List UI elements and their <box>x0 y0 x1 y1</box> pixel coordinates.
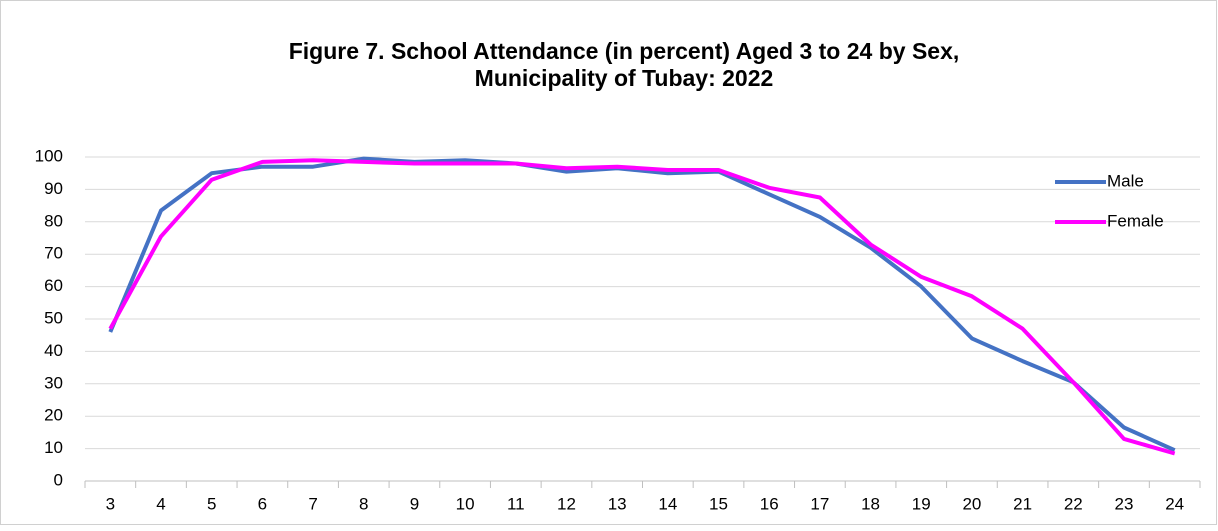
x-tick-label: 23 <box>1115 494 1134 513</box>
x-tick-label: 19 <box>912 494 931 513</box>
series-line <box>108 156 1176 453</box>
x-tick-label: 18 <box>861 494 880 513</box>
y-tick-label: 10 <box>44 438 63 457</box>
x-tick-label: 6 <box>258 494 267 513</box>
x-tick-label: 3 <box>106 494 115 513</box>
x-tick-label: 24 <box>1165 494 1184 513</box>
x-tick-label: 15 <box>709 494 728 513</box>
y-tick-label: 60 <box>44 276 63 295</box>
chart-title: Figure 7. School Attendance (in percent)… <box>289 38 960 64</box>
x-tick-label: 7 <box>308 494 317 513</box>
x-tick-label: 4 <box>156 494 165 513</box>
x-tick-label: 14 <box>658 494 677 513</box>
x-tick-label: 9 <box>410 494 419 513</box>
x-tick-label: 11 <box>507 494 525 513</box>
chart-subtitle: Municipality of Tubay: 2022 <box>475 65 774 91</box>
y-tick-label: 90 <box>44 179 63 198</box>
y-tick-label: 80 <box>44 211 63 230</box>
y-tick-label: 40 <box>44 341 63 360</box>
legend-label: Male <box>1107 171 1144 190</box>
y-tick-label: 20 <box>44 406 63 425</box>
x-tick-label: 8 <box>359 494 368 513</box>
x-tick-label: 20 <box>962 494 981 513</box>
y-tick-label: 100 <box>35 146 63 165</box>
y-tick-label: 70 <box>44 244 63 263</box>
x-tick-label: 21 <box>1013 494 1032 513</box>
x-tick-label: 17 <box>810 494 829 513</box>
y-tick-label: 0 <box>54 470 63 489</box>
x-tick-label: 10 <box>456 494 475 513</box>
series-line <box>108 158 1176 456</box>
x-tick-label: 5 <box>207 494 216 513</box>
x-tick-label: 22 <box>1064 494 1083 513</box>
y-tick-label: 30 <box>44 373 63 392</box>
y-tick-label: 50 <box>44 308 63 327</box>
x-tick-label: 12 <box>557 494 576 513</box>
legend-label: Female <box>1107 211 1164 230</box>
x-tick-label: 13 <box>608 494 627 513</box>
x-tick-label: 16 <box>760 494 779 513</box>
